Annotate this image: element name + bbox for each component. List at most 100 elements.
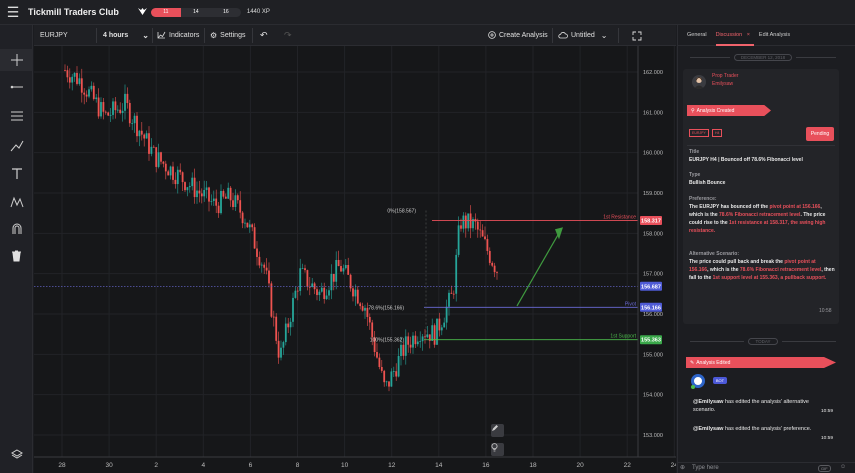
candle-body [320,287,323,292]
candle-body [172,166,174,180]
candle-body [95,97,98,100]
mention[interactable]: @Emilysaw [693,426,724,432]
add-icon[interactable]: ⊕ [680,465,686,471]
trash-icon[interactable] [0,245,33,267]
date-separator: TODAY [686,337,840,345]
tab-edit-analysis[interactable]: Edit Analysis [758,32,791,38]
candle-body [224,196,227,199]
date-pill: TODAY [748,337,778,345]
candle-body [232,200,234,207]
resistance-price-tag: 158.317 [641,219,661,225]
resistance-price-tag-bg [640,216,662,226]
author-name[interactable]: Emilysaw [712,81,734,87]
candle-body [80,78,83,93]
candle-body [330,273,333,291]
candle-body [196,190,198,198]
gif-button[interactable]: GIF [818,465,831,472]
timeframe-tag: H4 [712,129,723,137]
redo-icon[interactable]: ↷ [284,30,292,40]
text-tool-icon[interactable] [0,163,33,185]
chart-toolbar: EURJPY 4 hours ⌄ Indicators ⚙ Settings ↶… [34,25,676,46]
emoji-icon[interactable]: ☺ [840,464,847,470]
alternative-highlight: 78.6% Fibonacci retracement level [739,267,822,273]
candle-body [364,307,366,311]
xp-level-current: 11 [150,7,181,17]
xp-level-after: 16 [210,7,241,17]
chart-canvas[interactable]: 1st Resistance Pivot 1st Support 0%(158.567… [34,46,676,473]
brush-tool-icon[interactable] [0,135,33,157]
time-tick-label: 16 [482,462,490,469]
pattern-tool-icon[interactable] [0,191,33,213]
candle-body [337,259,340,267]
pencil-icon[interactable] [491,424,504,437]
candle-body [107,112,110,116]
price-tick-label: 154.000 [643,393,663,399]
candle-body [112,101,114,115]
pivot-price-tag: 156.166 [641,305,661,311]
candles-layer [64,64,498,392]
price-tick-label: 155.000 [643,352,663,358]
candle-body [85,94,88,97]
candle-body [282,342,285,348]
candle-body [119,109,122,114]
magnet-tool-icon[interactable] [0,218,33,240]
candle-body [270,283,273,317]
candle-body [416,341,419,345]
toolbar-divider [252,28,253,43]
candle-body [359,303,362,307]
candle-body [160,152,162,162]
candle-body [241,212,244,224]
candle-body [176,169,179,185]
mention[interactable]: @Emilysaw [693,399,724,405]
candle-body [464,215,467,229]
bot-avatar [691,374,705,388]
fullscreen-icon[interactable] [632,25,642,46]
support-price-tag-bg [640,335,662,345]
tab-general[interactable]: General [687,32,707,38]
analysis-type: Bullish Bounce [689,180,726,186]
analysis-title: EURJPY H4 | Bounced off 78.6% Fibonacci … [689,157,803,163]
candle-body [140,130,143,135]
create-analysis-button[interactable]: Create Analysis [488,25,548,46]
analysis-card: Prop Trader Emilysaw ⚲ Analysis Created … [683,69,839,324]
candle-body [184,182,186,191]
candle-body [373,337,376,353]
candle-body [212,198,215,201]
hamburger-menu-icon[interactable]: ☰ [6,3,20,20]
close-icon[interactable]: × [746,32,750,38]
lightbulb-icon[interactable] [491,443,504,456]
candle-body [256,248,258,257]
price-chart[interactable]: 1st Resistance Pivot 1st Support 0%(158.567… [34,46,676,473]
candle-body [121,110,124,114]
line-tool-icon[interactable] [0,76,33,98]
indicators-button[interactable]: Indicators [157,25,199,46]
candle-body [443,322,446,328]
time-tick-label: 22 [624,462,632,469]
time-tick-label: 2 [154,462,158,469]
card-divider [687,145,835,146]
candle-body [289,321,292,328]
candle-body [287,323,290,328]
candle-body [438,318,441,331]
xp-progress: 11 14 16 1440 XP [137,6,270,19]
message-input[interactable]: Type here [692,465,719,471]
layout-selector[interactable]: Untitled ⌄ [558,25,607,46]
crosshair-tool-icon[interactable] [0,49,33,71]
bot-message-text: has edited the analysis' alternative sce… [693,399,809,413]
candle-body [404,336,407,356]
toolbar-divider [618,28,619,43]
candle-body [486,239,489,251]
message-time: 10:59 [821,436,834,441]
fib-tool-icon[interactable] [0,105,33,127]
layers-icon[interactable] [0,443,33,465]
price-tick-label: 161.000 [643,110,663,116]
undo-icon[interactable]: ↶ [260,30,268,40]
candle-body [66,70,69,78]
tab-discussion[interactable]: Discussion × [716,32,750,38]
symbol-selector[interactable]: EURJPY [40,25,68,46]
settings-button[interactable]: ⚙ Settings [210,25,245,46]
candle-body [76,72,78,84]
candle-body [390,371,393,387]
candle-body [402,344,405,356]
interval-selector[interactable]: 4 hours ⌄ [103,25,149,46]
